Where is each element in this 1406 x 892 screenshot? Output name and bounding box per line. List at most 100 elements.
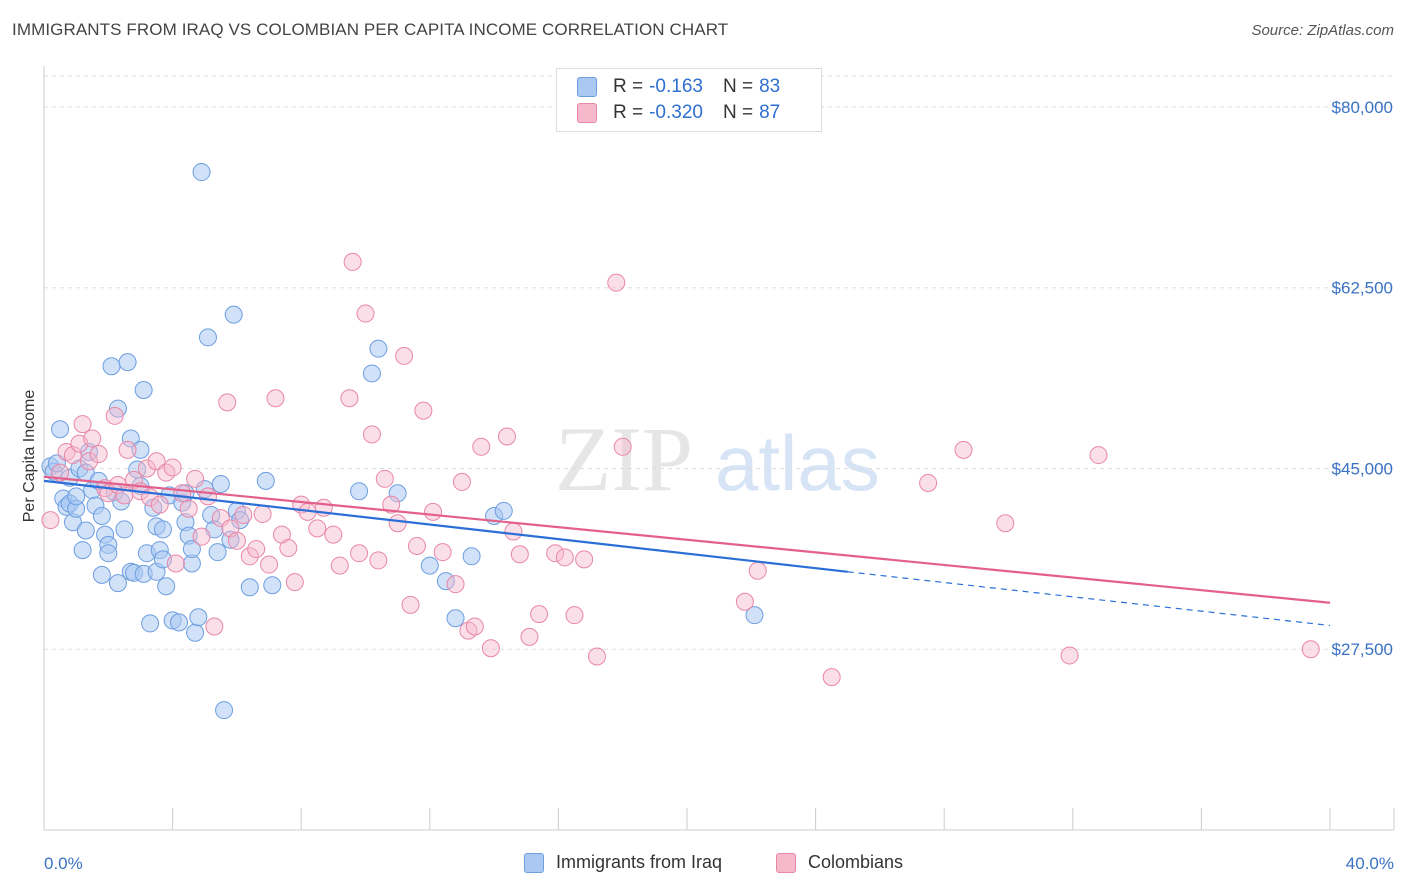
point-iraq-73 [263, 576, 282, 595]
point-colombia-20 [150, 495, 169, 514]
point-colombia-67 [465, 617, 484, 636]
point-iraq-30 [118, 353, 137, 372]
point-colombia-31 [218, 393, 237, 412]
point-colombia-34 [234, 505, 253, 524]
point-iraq-40 [141, 614, 160, 633]
point-iraq-77 [388, 484, 407, 503]
point-colombia-42 [285, 573, 304, 592]
y-tick-label-3: $27,500 [1332, 640, 1393, 659]
point-colombia-63 [433, 543, 452, 562]
point-colombia-78 [575, 550, 594, 569]
point-colombia-76 [555, 548, 574, 567]
legend-n-value-iraq: 83 [759, 76, 781, 97]
point-iraq-61 [198, 328, 217, 347]
point-colombia-90 [1301, 640, 1320, 659]
point-iraq-58 [189, 608, 208, 627]
point-colombia-28 [198, 487, 217, 506]
point-colombia-8 [89, 445, 108, 464]
point-colombia-0 [41, 511, 60, 530]
point-iraq-72 [256, 471, 275, 490]
point-colombia-88 [1060, 646, 1079, 665]
point-iraq-50 [170, 613, 189, 632]
correlation-legend: R = -0.163 N = 83 R = -0.320 N = 87 [556, 68, 822, 132]
legend-r-label: R = [613, 102, 644, 123]
legend-n-label: N = [722, 102, 754, 123]
series-legend: Immigrants from Iraq Colombians [0, 852, 1406, 876]
point-colombia-89 [1089, 446, 1108, 465]
point-iraq-81 [462, 547, 481, 566]
x-tick-label-1: 40.0% [1346, 854, 1394, 873]
point-colombia-45 [308, 519, 327, 538]
point-iraq-78 [420, 556, 439, 575]
trend-line-iraq-extension [847, 571, 1331, 627]
series-legend-item-colombia[interactable]: Colombians [776, 852, 903, 873]
point-iraq-79 [436, 572, 455, 591]
point-colombia-17 [137, 459, 156, 478]
axes [43, 66, 1395, 831]
watermark-zip: ZIP [555, 408, 693, 510]
point-iraq-24 [102, 357, 121, 376]
point-colombia-39 [266, 389, 285, 408]
point-colombia-68 [472, 437, 491, 456]
point-colombia-22 [163, 458, 182, 477]
point-colombia-6 [80, 452, 99, 471]
point-colombia-57 [388, 514, 407, 533]
point-colombia-37 [253, 504, 272, 523]
legend-swatch-iraq [577, 77, 597, 97]
series-legend-item-iraq[interactable]: Immigrants from Iraq [524, 852, 722, 873]
point-iraq-23 [99, 544, 118, 563]
point-colombia-3 [63, 446, 82, 465]
point-iraq-57 [186, 623, 205, 642]
point-colombia-47 [324, 525, 343, 544]
point-iraq-59 [192, 163, 211, 182]
point-colombia-64 [446, 575, 465, 594]
point-colombia-74 [530, 605, 549, 624]
legend-r-label: R = [613, 76, 644, 97]
point-colombia-56 [382, 495, 401, 514]
trend-lines [43, 475, 1331, 627]
point-iraq-68 [224, 305, 243, 324]
point-colombia-53 [362, 425, 381, 444]
point-iraq-83 [494, 501, 513, 520]
watermark-atlas: atlas [715, 419, 880, 507]
point-colombia-48 [330, 556, 349, 575]
point-colombia-65 [452, 472, 471, 491]
point-colombia-80 [607, 273, 626, 292]
point-colombia-54 [369, 551, 388, 570]
point-colombia-85 [919, 473, 938, 492]
point-colombia-25 [179, 499, 198, 518]
point-colombia-77 [565, 606, 584, 625]
point-colombia-50 [343, 252, 362, 271]
point-colombia-35 [240, 547, 259, 566]
point-colombia-75 [546, 544, 565, 563]
point-iraq-71 [240, 578, 259, 597]
x-tick-label-0: 0.0% [44, 854, 83, 873]
point-iraq-27 [108, 574, 127, 593]
point-colombia-38 [260, 555, 279, 574]
point-colombia-36 [247, 540, 266, 559]
series-legend-label-iraq: Immigrants from Iraq [556, 852, 723, 872]
point-colombia-23 [166, 554, 185, 573]
point-colombia-84 [822, 668, 841, 687]
trend-line-colombia [43, 475, 1331, 604]
point-colombia-86 [954, 440, 973, 459]
point-iraq-64 [208, 543, 227, 562]
legend-n-value-colombia: 87 [759, 102, 781, 123]
trend-line-iraq [43, 479, 848, 573]
point-iraq-80 [446, 609, 465, 628]
point-colombia-69 [481, 639, 500, 658]
point-iraq-14 [76, 521, 95, 540]
series-legend-swatch-colombia [776, 852, 796, 873]
legend-row-colombia: R = -0.320 N = 87 [577, 101, 780, 125]
y-tick-label-2: $45,000 [1332, 459, 1393, 478]
point-colombia-7 [83, 429, 102, 448]
point-colombia-26 [186, 469, 205, 488]
point-colombia-24 [173, 484, 192, 503]
legend-r-value-iraq: -0.163 [649, 76, 703, 97]
point-iraq-29 [115, 520, 134, 539]
point-colombia-82 [735, 592, 754, 611]
point-colombia-27 [192, 527, 211, 546]
series-legend-label-colombia: Colombians [808, 852, 904, 872]
point-iraq-10 [67, 487, 86, 506]
